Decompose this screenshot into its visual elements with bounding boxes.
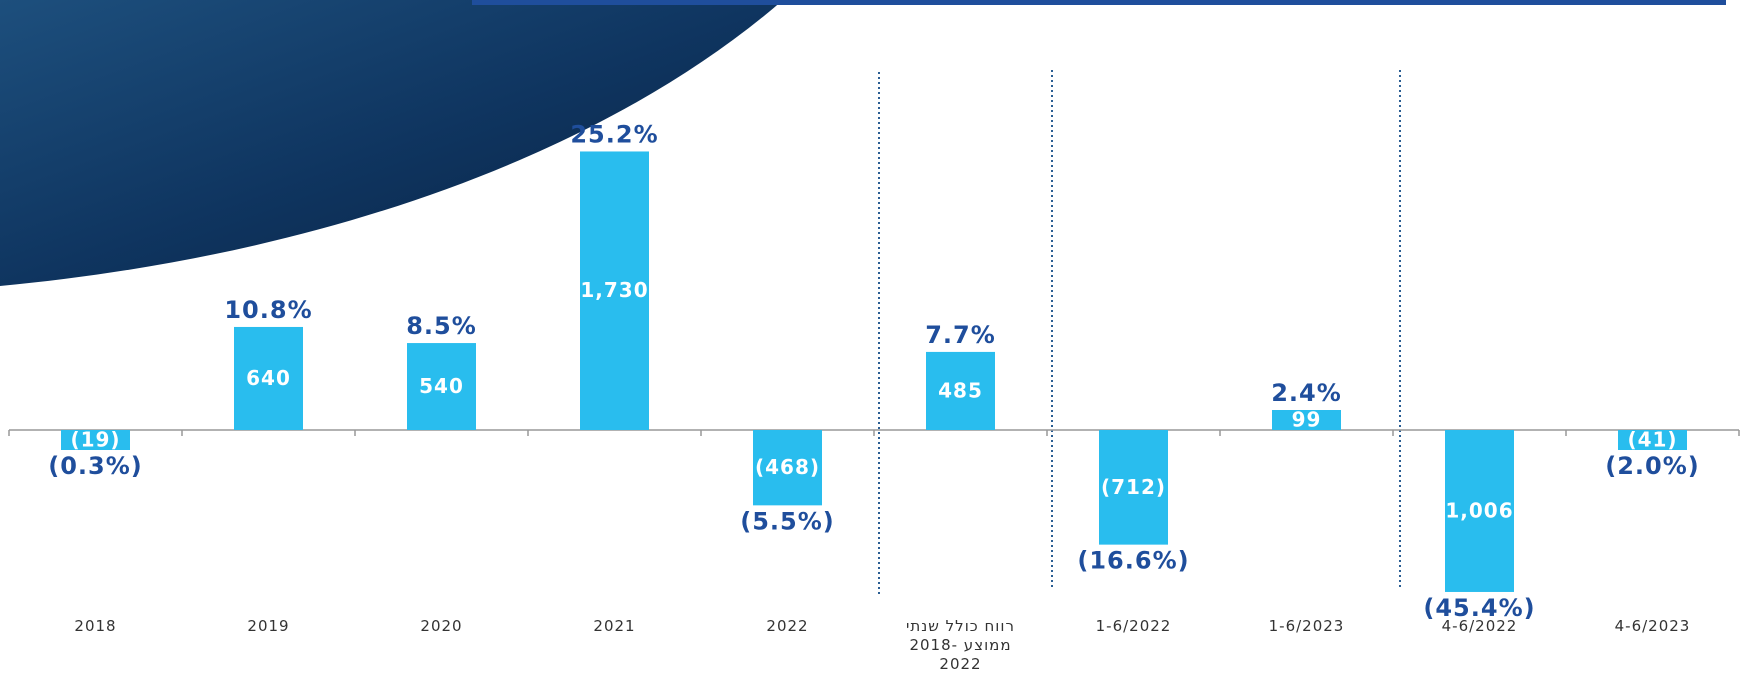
bar	[1099, 430, 1168, 545]
percent-label: 7.7%	[925, 321, 996, 349]
x-tick-label: 2020	[420, 617, 463, 635]
value-label: 99	[1292, 408, 1322, 432]
value-label: 540	[419, 374, 464, 398]
value-label: 640	[246, 366, 291, 390]
value-label: (712)	[1101, 475, 1166, 499]
value-label: (468)	[755, 455, 820, 479]
percent-label: (0.3%)	[48, 452, 143, 480]
percent-label: 8.5%	[406, 312, 477, 340]
top-bar	[472, 0, 1726, 5]
x-tick-label: 2018	[74, 617, 117, 635]
x-tick-label: 4-6/2023	[1614, 617, 1691, 635]
x-tick-label: 4-6/2022	[1441, 617, 1518, 635]
bar	[580, 151, 649, 430]
bar	[407, 343, 476, 430]
bar	[926, 351, 995, 430]
percent-label: (45.4%)	[1423, 594, 1535, 622]
x-tick-label: 1-6/2023	[1268, 617, 1345, 635]
percent-label: (2.0%)	[1605, 452, 1700, 480]
x-tick-label: רווח כולל שנתי ממוצע 2018-2022	[906, 617, 1015, 673]
bar	[1445, 430, 1514, 592]
percent-label: (16.6%)	[1077, 547, 1189, 575]
bar	[61, 430, 130, 450]
header-image	[0, 0, 783, 286]
bar	[234, 326, 303, 430]
value-label: (19)	[70, 428, 120, 452]
x-tick-label: 2022	[766, 617, 809, 635]
value-label: (41)	[1627, 428, 1677, 452]
bar	[1272, 410, 1341, 430]
value-label: 485	[938, 378, 983, 402]
percent-label: (5.5%)	[740, 507, 835, 535]
x-tick-label: 1-6/2022	[1095, 617, 1172, 635]
bar	[753, 430, 822, 506]
value-label: 1,730	[580, 278, 648, 302]
value-label: 1,006	[1445, 498, 1513, 522]
x-tick-label: 2021	[593, 617, 636, 635]
percent-label: 25.2%	[570, 120, 658, 148]
x-tick-label: 2019	[247, 617, 290, 635]
percent-label: 2.4%	[1271, 379, 1342, 407]
bar	[1618, 430, 1687, 450]
percent-label: 10.8%	[224, 296, 312, 324]
